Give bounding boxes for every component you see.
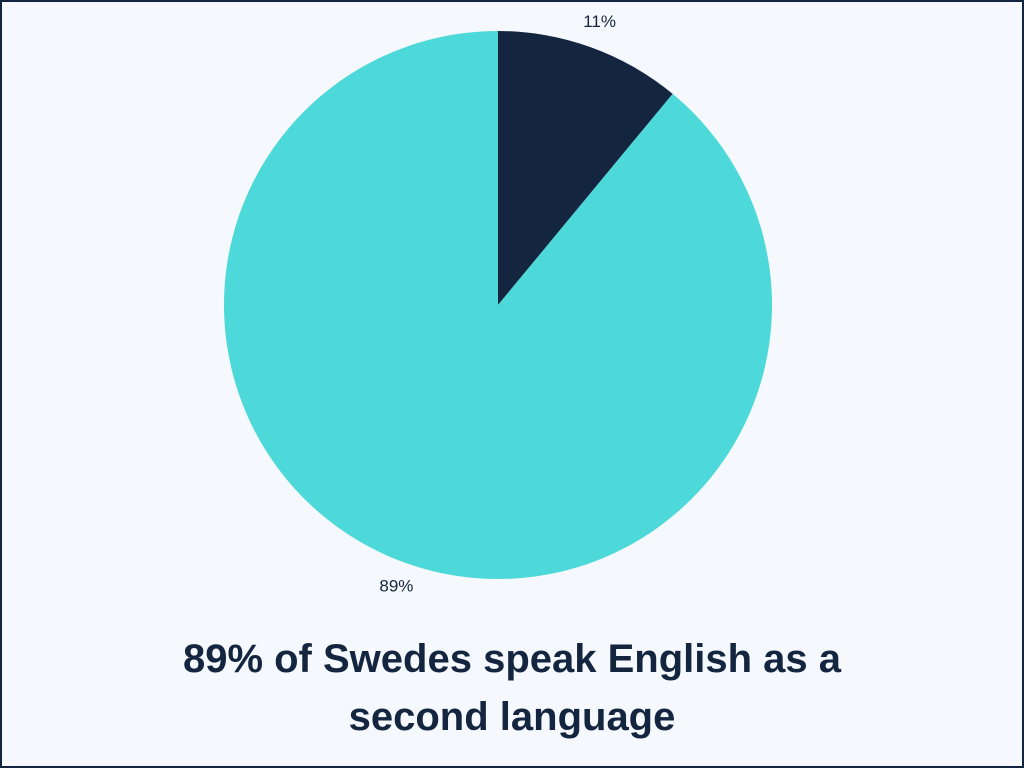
chart-title: 89% of Swedes speak English as a second …	[182, 637, 842, 739]
pie-slice	[224, 31, 772, 580]
chart: 11% 89%	[224, 12, 772, 596]
pie-slice	[498, 31, 673, 305]
data-label: 89%	[379, 577, 413, 596]
data-label: 11%	[583, 12, 616, 31]
